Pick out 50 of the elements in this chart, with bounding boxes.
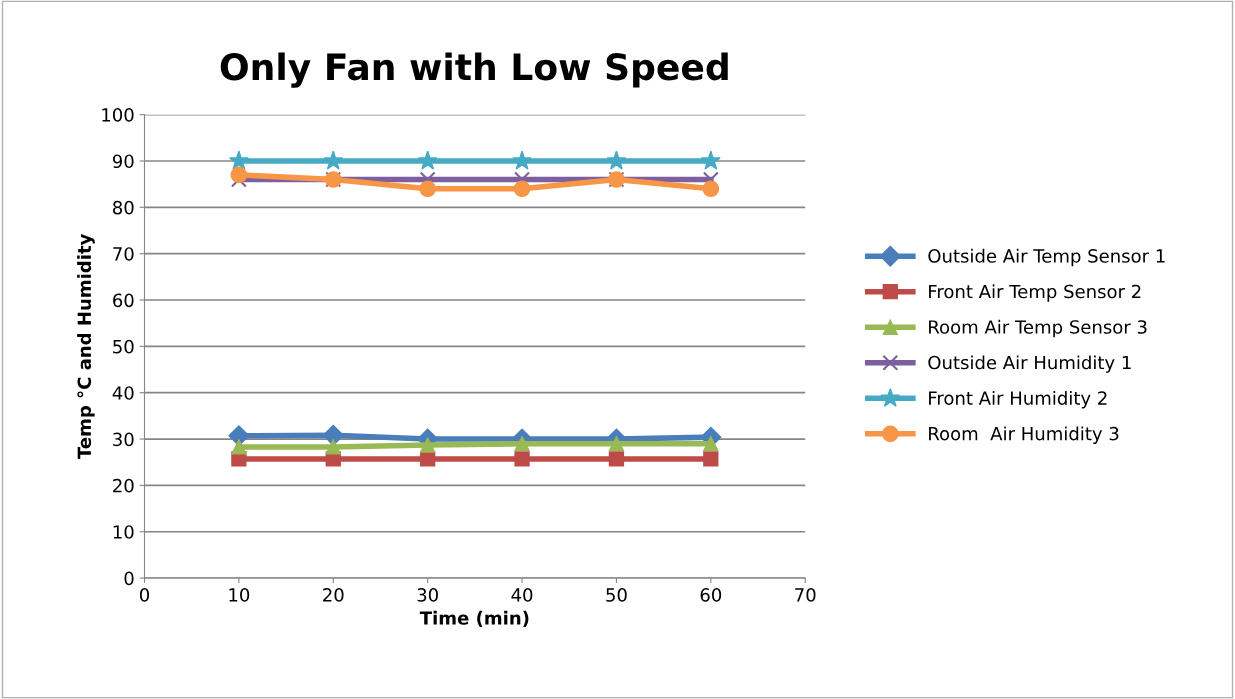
y-tick-label: 30	[113, 432, 134, 447]
point	[700, 150, 721, 170]
point	[702, 180, 720, 198]
y-tick-label: 80	[113, 200, 134, 215]
legend-label: Room Air Temp Sensor 3	[929, 319, 1147, 338]
point	[608, 436, 625, 452]
x-tick-label: 0	[139, 588, 150, 602]
point	[230, 166, 248, 184]
point	[512, 150, 532, 170]
point	[322, 424, 344, 446]
y-tick-label: 40	[112, 386, 134, 400]
legend-label: Front Air Temp Sensor 2	[929, 284, 1141, 302]
x-tick-label: 20	[323, 588, 344, 602]
point	[514, 436, 530, 452]
legend-label: Outside Air Humidity 1	[928, 355, 1131, 373]
point	[606, 150, 627, 170]
y-tick-label: 10	[113, 525, 134, 539]
point	[513, 180, 531, 198]
legend-label: Outside Air Temp Sensor 1	[928, 248, 1165, 267]
y-tick-label: 70	[113, 247, 134, 261]
chart-title: Only Fan with Low Speed	[220, 52, 728, 88]
x-tick-label: 50	[606, 588, 627, 602]
x-tick-label: 40	[511, 588, 533, 602]
point	[703, 436, 719, 452]
legend-label: Front Air Humidity 2	[929, 390, 1107, 409]
point	[514, 451, 530, 467]
point	[608, 451, 625, 467]
point	[417, 150, 438, 170]
x-tick-label: 10	[229, 588, 250, 602]
x-tick-label: 70	[795, 588, 816, 602]
point	[228, 425, 250, 447]
y-tick-label: 0	[124, 571, 134, 586]
x-tick-label: 60	[700, 588, 722, 602]
point	[420, 437, 436, 453]
point	[231, 439, 247, 455]
y-tick-label: 90	[112, 154, 134, 169]
y-tick-label: 50	[113, 339, 134, 354]
point	[325, 439, 341, 455]
x-tick-label: 30	[417, 588, 438, 602]
y-tick-label: 60	[113, 293, 134, 308]
point	[228, 150, 249, 170]
point	[323, 150, 344, 170]
y-tick-label: 100	[102, 108, 134, 122]
point	[419, 180, 436, 198]
point	[703, 451, 719, 467]
point	[420, 451, 436, 467]
legend-label: Room Air Humidity 3	[929, 426, 1119, 444]
y-axis-title: Temp °C and Humidity	[77, 233, 95, 460]
x-axis-title: Time (min)	[419, 610, 529, 627]
y-tick-label: 20	[113, 478, 134, 493]
